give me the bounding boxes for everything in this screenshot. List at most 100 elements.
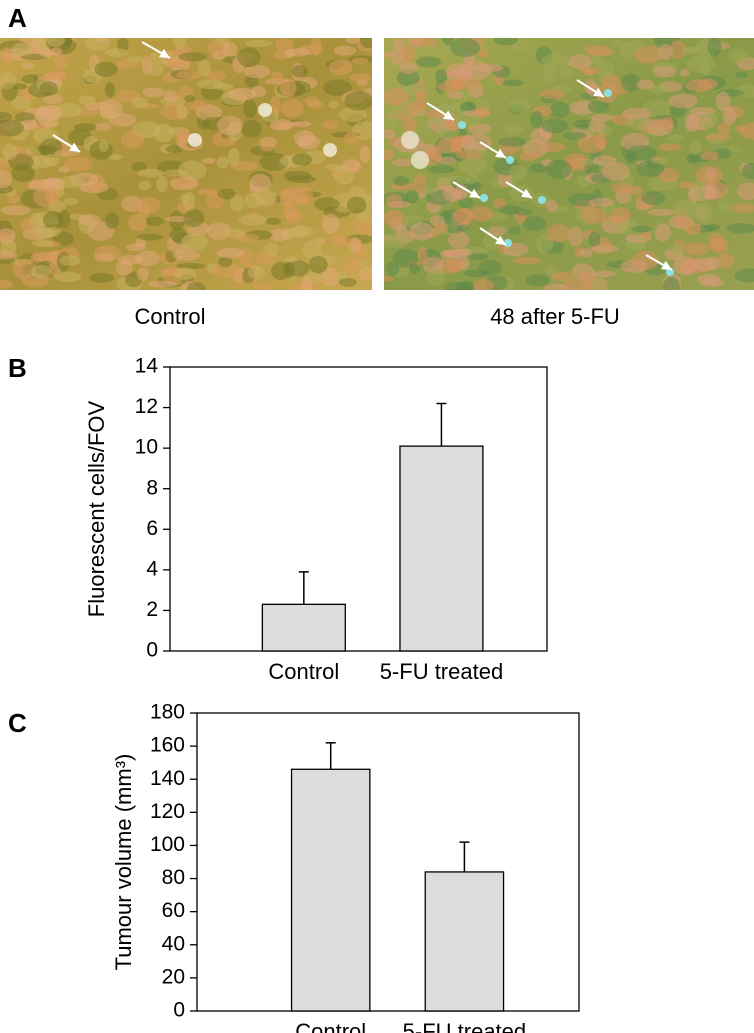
cell xyxy=(413,174,427,194)
cell xyxy=(11,42,32,57)
cell xyxy=(697,78,718,91)
cell xyxy=(541,118,569,134)
cell xyxy=(424,109,443,118)
cell xyxy=(136,267,149,281)
cell xyxy=(222,42,238,57)
cell xyxy=(283,204,298,221)
cell xyxy=(636,79,654,90)
cell xyxy=(322,120,338,130)
cell xyxy=(456,281,474,290)
cell xyxy=(384,88,410,106)
cell xyxy=(216,115,243,136)
cell xyxy=(243,98,257,119)
y-tick-label: 6 xyxy=(146,517,158,540)
cell xyxy=(457,62,474,81)
cell xyxy=(546,159,572,180)
cell xyxy=(280,78,297,98)
cell xyxy=(290,120,312,127)
arrow-head xyxy=(69,142,80,152)
cell xyxy=(702,184,720,200)
x-tick-label: Control xyxy=(268,659,339,684)
cell xyxy=(417,246,428,265)
cell xyxy=(433,223,448,234)
cell xyxy=(244,192,264,209)
cell xyxy=(269,96,281,114)
cell xyxy=(165,145,184,154)
cell xyxy=(138,180,151,191)
cell xyxy=(739,122,754,140)
cell xyxy=(114,60,139,69)
cell xyxy=(45,186,60,205)
cell xyxy=(679,68,690,77)
cell xyxy=(630,225,652,233)
cell xyxy=(450,38,480,58)
cell xyxy=(186,281,206,290)
cell xyxy=(46,38,66,47)
y-tick-label: 40 xyxy=(162,932,185,955)
cell xyxy=(42,211,64,229)
cell xyxy=(686,55,716,73)
cell xyxy=(663,276,680,290)
cell xyxy=(249,173,272,193)
cell xyxy=(135,196,161,214)
cell xyxy=(731,203,754,213)
cell xyxy=(567,226,584,247)
cell xyxy=(715,91,731,111)
cell xyxy=(302,240,322,259)
cell xyxy=(717,253,735,269)
cell xyxy=(651,157,670,165)
cell xyxy=(135,250,160,267)
cell xyxy=(285,260,310,277)
cell xyxy=(683,222,702,235)
cell xyxy=(734,268,754,283)
cell xyxy=(667,134,684,142)
cell xyxy=(697,273,720,285)
cell xyxy=(463,269,490,278)
cell xyxy=(546,264,557,276)
cell xyxy=(344,90,372,111)
cell xyxy=(673,243,685,256)
cell xyxy=(58,175,85,188)
cell xyxy=(237,47,261,68)
image-caption: Control xyxy=(135,304,206,329)
cell xyxy=(456,224,469,232)
cell xyxy=(41,178,64,190)
plot-frame xyxy=(169,366,548,652)
cell xyxy=(0,205,31,216)
cell xyxy=(39,81,58,96)
cell xyxy=(654,223,671,242)
cell xyxy=(53,271,82,283)
cell xyxy=(156,175,168,193)
cell xyxy=(211,262,241,278)
cell xyxy=(222,228,245,238)
cell xyxy=(705,256,721,270)
cell xyxy=(145,216,164,226)
cell xyxy=(402,117,418,134)
cell xyxy=(543,283,571,290)
cell xyxy=(328,59,353,76)
cell xyxy=(54,103,84,118)
cell xyxy=(251,86,267,98)
cell xyxy=(62,197,79,206)
cell xyxy=(592,270,616,278)
cell xyxy=(541,53,570,70)
cell xyxy=(632,250,659,271)
cell xyxy=(588,231,601,248)
cell xyxy=(286,48,311,57)
cell xyxy=(501,79,524,87)
cell xyxy=(384,129,396,139)
cell xyxy=(63,156,93,172)
cell xyxy=(447,231,470,249)
cell xyxy=(595,131,607,151)
cell xyxy=(178,52,208,62)
fluorescent-cell xyxy=(480,194,488,202)
cell xyxy=(668,93,698,109)
cell xyxy=(174,267,197,281)
cell xyxy=(259,152,289,172)
cell xyxy=(126,56,145,63)
cell xyxy=(493,198,506,210)
cell xyxy=(698,111,719,129)
y-tick-label: 20 xyxy=(162,965,185,988)
y-tick-label: 140 xyxy=(150,767,185,790)
micrograph-control xyxy=(0,38,372,290)
